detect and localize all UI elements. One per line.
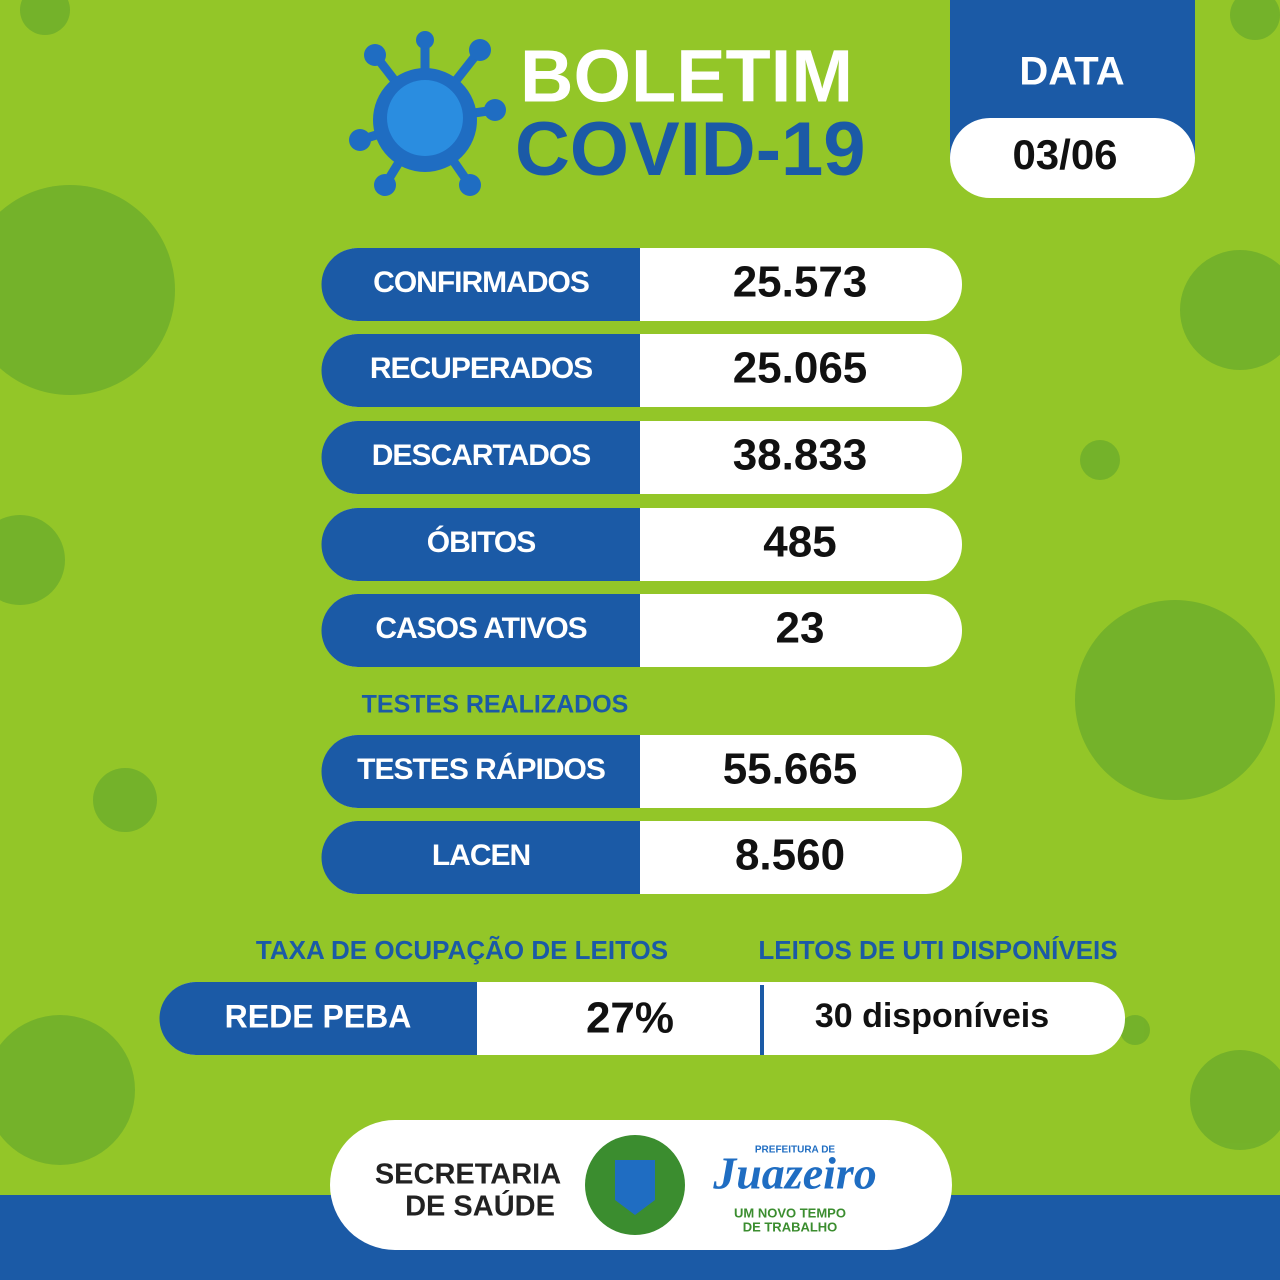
date-pill xyxy=(950,118,1195,198)
virus-decorations xyxy=(0,0,1280,1165)
beds-row-label-bg xyxy=(159,982,477,1055)
stat-label: DESCARTADOS xyxy=(372,439,590,472)
virus-logo xyxy=(349,31,506,196)
stat-value: 8.560 xyxy=(735,831,845,880)
stat-label: RECUPERADOS xyxy=(370,352,592,385)
beds-network: REDE PEBA xyxy=(225,998,412,1034)
slogan-line2: DE TRABALHO xyxy=(743,1219,838,1234)
tests-heading: TESTES REALIZADOS xyxy=(362,691,629,719)
date-label: DATA xyxy=(1019,50,1124,94)
slogan-line1: UM NOVO TEMPO xyxy=(734,1205,846,1220)
stat-row-label-bg xyxy=(321,594,640,667)
occupancy-heading: TAXA DE OCUPAÇÃO DE LEITOS xyxy=(256,935,668,965)
uti-heading: LEITOS DE UTI DISPONÍVEIS xyxy=(758,935,1117,965)
stat-row-label-bg xyxy=(321,334,640,407)
seal-shield xyxy=(615,1160,655,1215)
stat-value: 23 xyxy=(776,604,825,653)
secretaria-line1: SECRETARIA xyxy=(375,1159,561,1191)
stat-label: ÓBITOS xyxy=(427,525,535,559)
stat-value: 485 xyxy=(763,518,836,567)
stat-label: CASOS ATIVOS xyxy=(375,612,586,645)
stat-value: 38.833 xyxy=(733,431,868,480)
stat-row-label-bg xyxy=(321,821,640,894)
stat-value: 25.065 xyxy=(733,344,868,393)
stat-row-label-bg xyxy=(321,508,640,581)
stat-row-label-bg xyxy=(321,735,640,808)
stat-value: 25.573 xyxy=(733,258,868,307)
title-line1: BOLETIM xyxy=(520,35,853,118)
stat-label: TESTES RÁPIDOS xyxy=(357,752,605,786)
date-value: 03/06 xyxy=(1012,131,1117,178)
secretaria-line2: DE SAÚDE xyxy=(405,1189,555,1223)
title-line2: COVID-19 xyxy=(515,107,866,192)
stat-label: CONFIRMADOS xyxy=(373,266,589,299)
city-name: Juazeiro xyxy=(712,1148,877,1199)
stat-value: 55.665 xyxy=(723,745,858,794)
prefeitura: PREFEITURA DE xyxy=(755,1145,836,1156)
stat-label: LACEN xyxy=(432,839,530,872)
beds-uti: 30 disponíveis xyxy=(815,997,1049,1035)
beds-occupancy: 27% xyxy=(586,994,674,1043)
stat-row-label-bg xyxy=(321,248,640,321)
stat-row-label-bg xyxy=(321,421,640,494)
